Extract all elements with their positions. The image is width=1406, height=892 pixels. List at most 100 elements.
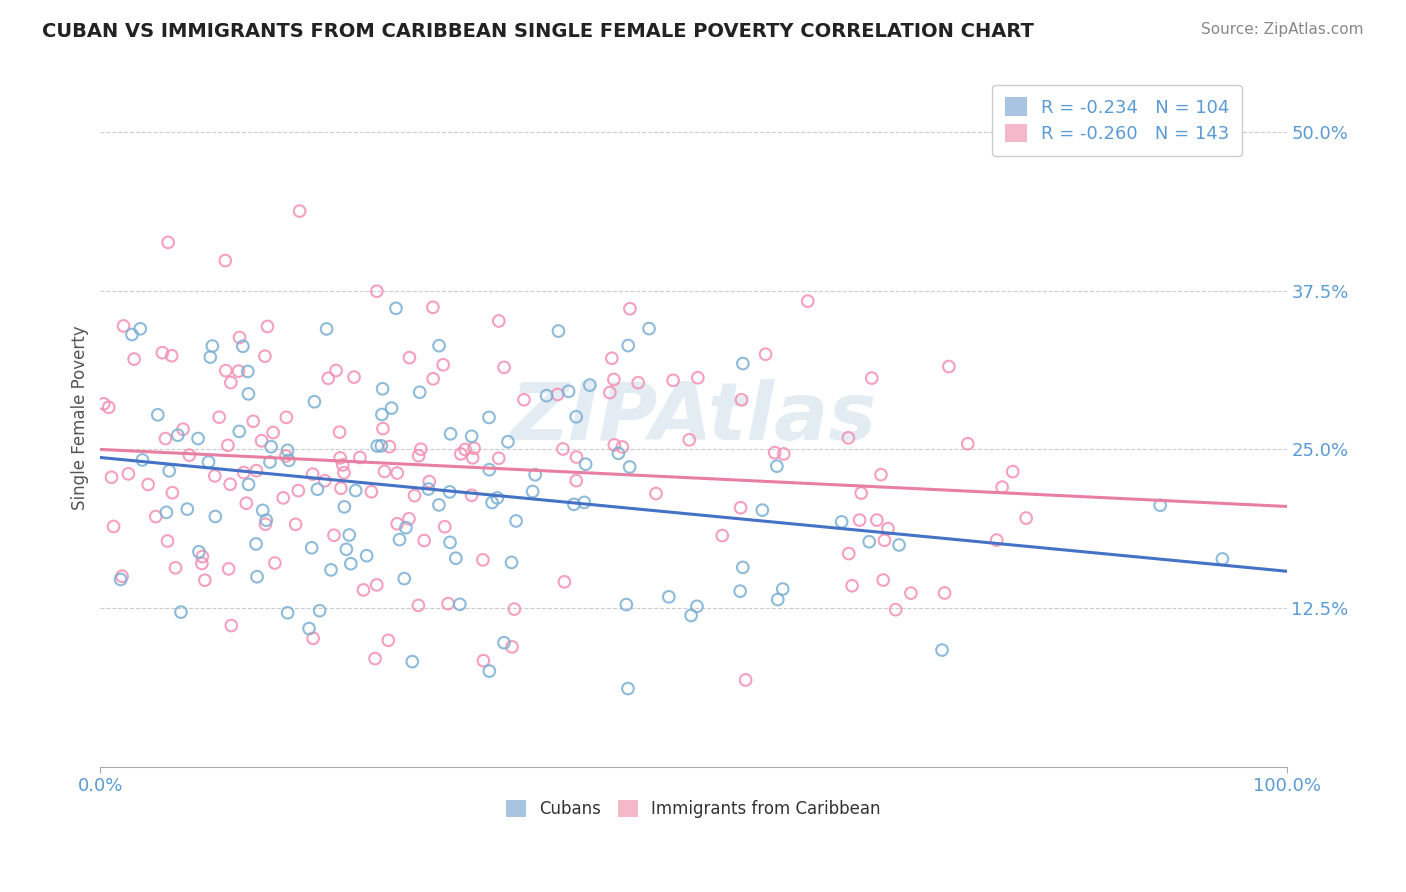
Point [187, 545, 209, 559]
Point [553, 574, 575, 589]
Point [157, 235, 180, 250]
Point [409, 442, 432, 457]
Point [662, 373, 685, 387]
Point [219, 477, 242, 491]
Point [276, 410, 298, 425]
Point [271, 491, 294, 505]
Point [562, 497, 585, 511]
Point [219, 376, 242, 390]
Point [565, 450, 588, 464]
Point [250, 434, 273, 448]
Point [439, 484, 461, 499]
Point [232, 339, 254, 353]
Point [235, 496, 257, 510]
Point [617, 338, 640, 352]
Point [387, 516, 409, 531]
Point [557, 384, 579, 399]
Point [873, 533, 896, 548]
Point [157, 464, 180, 478]
Point [146, 408, 169, 422]
Point [388, 533, 411, 547]
Point [179, 448, 201, 462]
Point [433, 519, 456, 533]
Point [371, 382, 394, 396]
Point [117, 467, 139, 481]
Point [298, 622, 321, 636]
Point [565, 409, 588, 424]
Point [333, 466, 356, 480]
Point [831, 515, 853, 529]
Point [333, 500, 356, 514]
Point [301, 541, 323, 555]
Point [329, 425, 352, 439]
Point [454, 442, 477, 457]
Point [398, 512, 420, 526]
Point [371, 421, 394, 435]
Point [603, 372, 626, 386]
Text: ZIPAtlas: ZIPAtlas [510, 378, 876, 457]
Point [408, 449, 430, 463]
Point [866, 513, 889, 527]
Point [607, 446, 630, 460]
Point [252, 503, 274, 517]
Point [288, 204, 311, 219]
Point [524, 467, 547, 482]
Point [681, 608, 703, 623]
Point [228, 364, 250, 378]
Point [986, 533, 1008, 548]
Point [315, 322, 337, 336]
Point [150, 345, 173, 359]
Point [373, 465, 395, 479]
Point [486, 491, 509, 505]
Point [678, 433, 700, 447]
Point [337, 528, 360, 542]
Point [439, 535, 461, 549]
Point [204, 469, 226, 483]
Point [731, 560, 754, 574]
Point [232, 466, 254, 480]
Point [501, 556, 523, 570]
Point [731, 357, 754, 371]
Point [131, 453, 153, 467]
Point [730, 392, 752, 407]
Point [262, 425, 284, 440]
Point [176, 502, 198, 516]
Point [344, 483, 367, 498]
Point [413, 533, 436, 548]
Point [160, 349, 183, 363]
Point [187, 432, 209, 446]
Point [395, 521, 418, 535]
Point [522, 484, 544, 499]
Point [422, 301, 444, 315]
Point [112, 318, 135, 333]
Point [215, 364, 238, 378]
Point [877, 522, 900, 536]
Point [711, 528, 734, 542]
Point [162, 485, 184, 500]
Point [505, 514, 527, 528]
Point [478, 463, 501, 477]
Point [860, 371, 883, 385]
Point [394, 572, 416, 586]
Point [165, 561, 187, 575]
Point [380, 401, 402, 416]
Point [409, 385, 432, 400]
Point [329, 481, 352, 495]
Point [329, 450, 352, 465]
Point [900, 586, 922, 600]
Point [155, 505, 177, 519]
Point [956, 436, 979, 450]
Point [638, 321, 661, 335]
Point [931, 643, 953, 657]
Point [287, 483, 309, 498]
Point [603, 438, 626, 452]
Point [277, 453, 299, 467]
Point [111, 569, 134, 583]
Point [870, 467, 893, 482]
Point [481, 495, 503, 509]
Point [145, 509, 167, 524]
Point [238, 477, 260, 491]
Point [284, 517, 307, 532]
Point [686, 370, 709, 384]
Point [575, 457, 598, 471]
